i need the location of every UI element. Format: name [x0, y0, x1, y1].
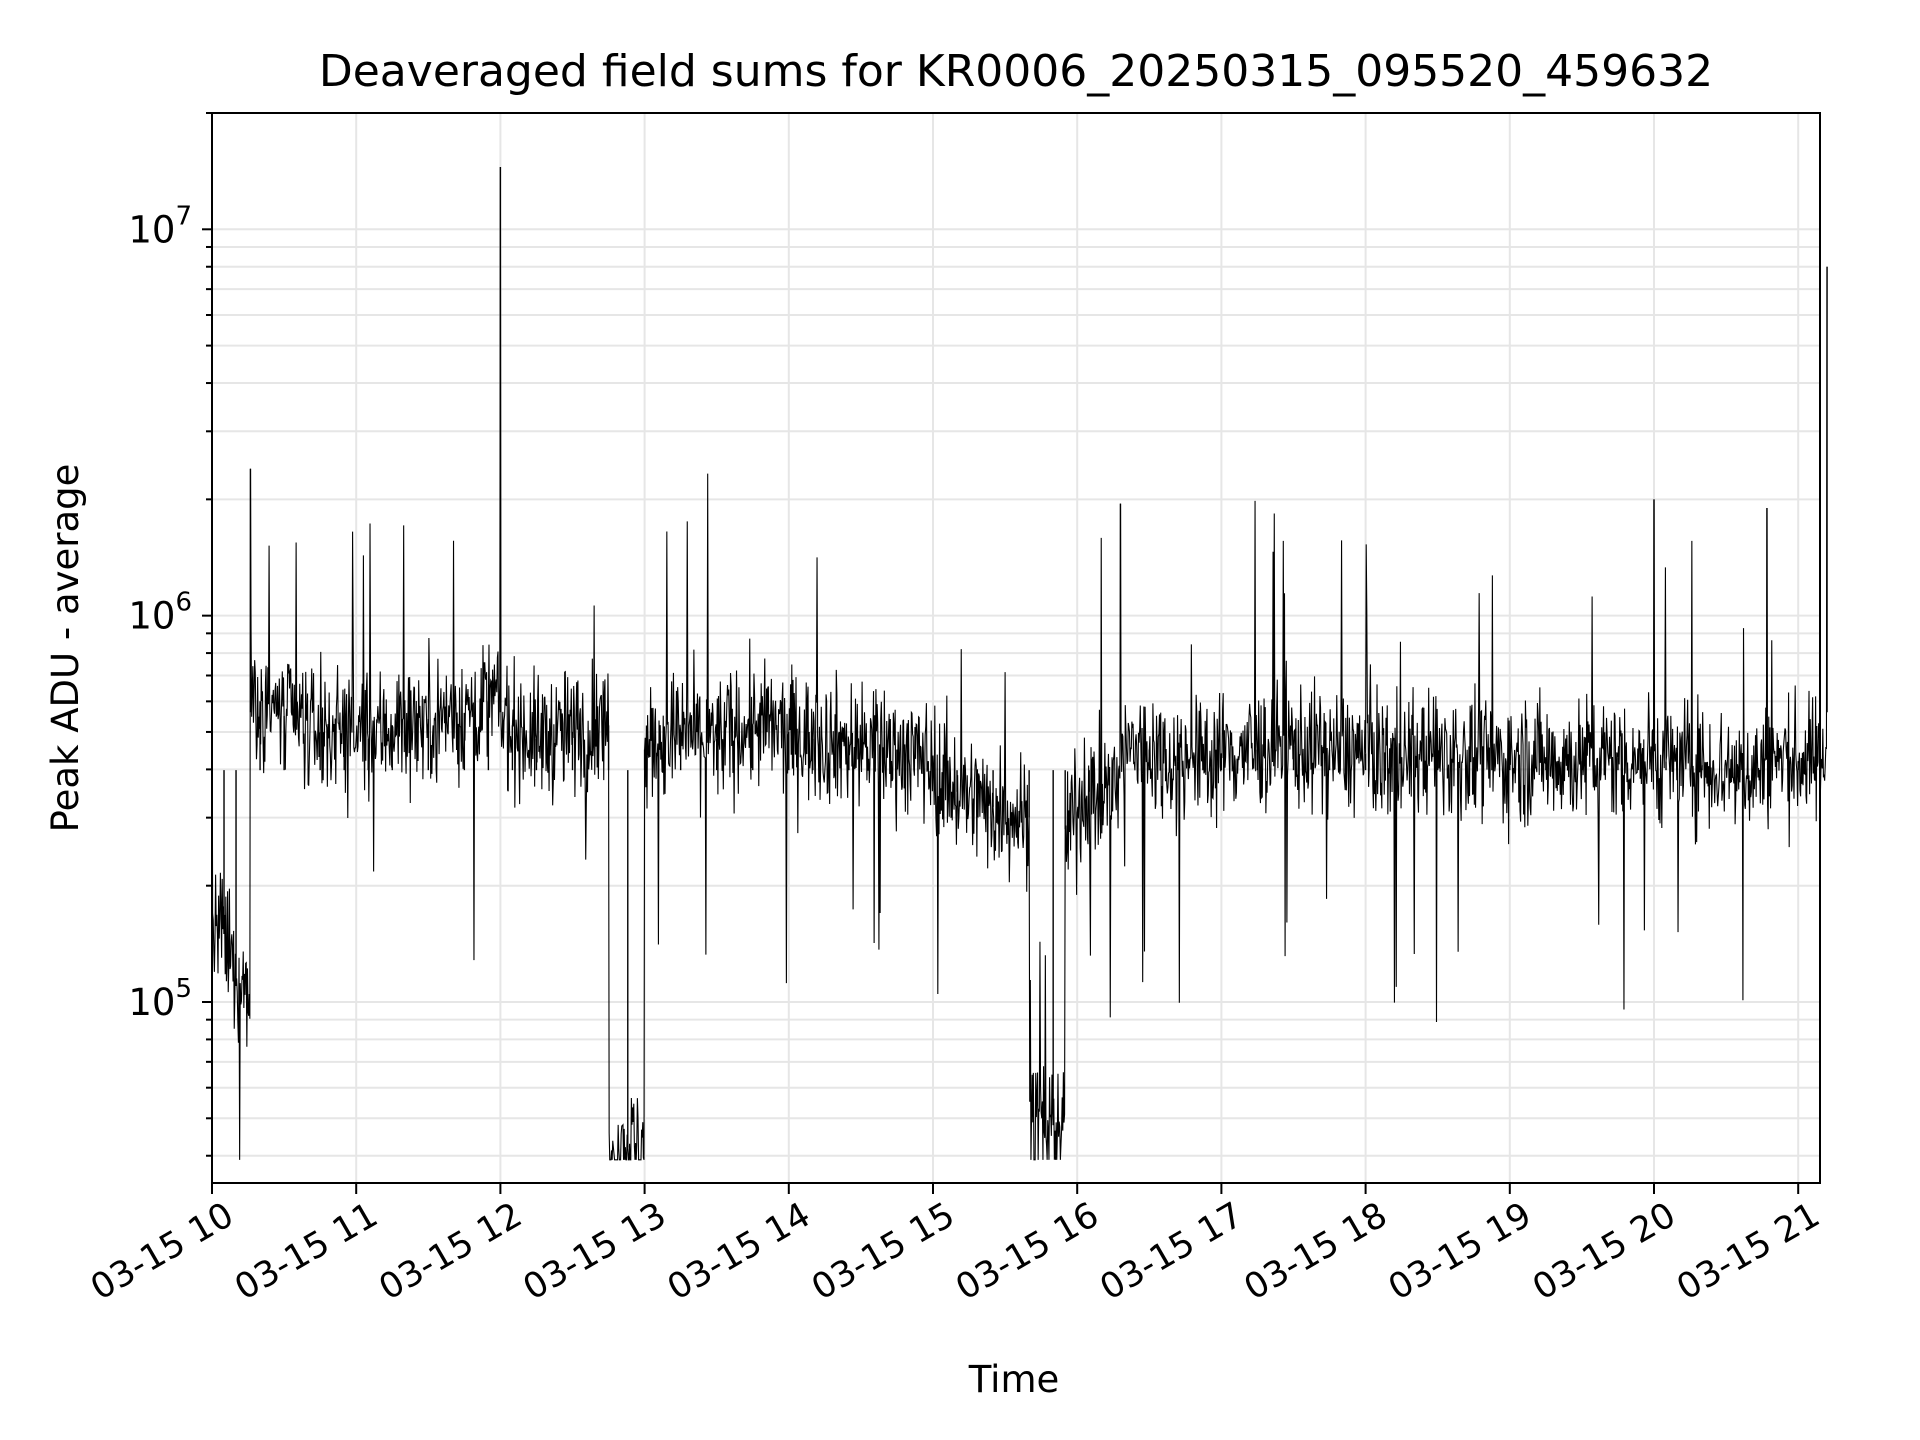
y-tick-label-base: 10 — [128, 595, 175, 638]
plot-frame — [211, 112, 1821, 1184]
y-tick-label-base: 10 — [128, 208, 175, 251]
x-axis-label: Time — [968, 1358, 1060, 1401]
y-tick-label-exponent: 5 — [175, 974, 192, 1004]
y-tick-label-exponent: 7 — [175, 201, 192, 231]
y-tick-label-base: 10 — [128, 981, 175, 1024]
y-tick-label-exponent: 6 — [175, 588, 192, 618]
y-tick-label: 105 — [128, 974, 192, 1024]
y-axis-label: Peak ADU - average — [44, 464, 87, 833]
series-group — [211, 166, 1828, 1161]
series-line — [211, 166, 1828, 1161]
y-tick-label: 107 — [128, 201, 192, 251]
chart-title: Deaveraged field sums for KR0006_2025031… — [319, 46, 1713, 97]
y-tick-label: 106 — [128, 588, 192, 638]
